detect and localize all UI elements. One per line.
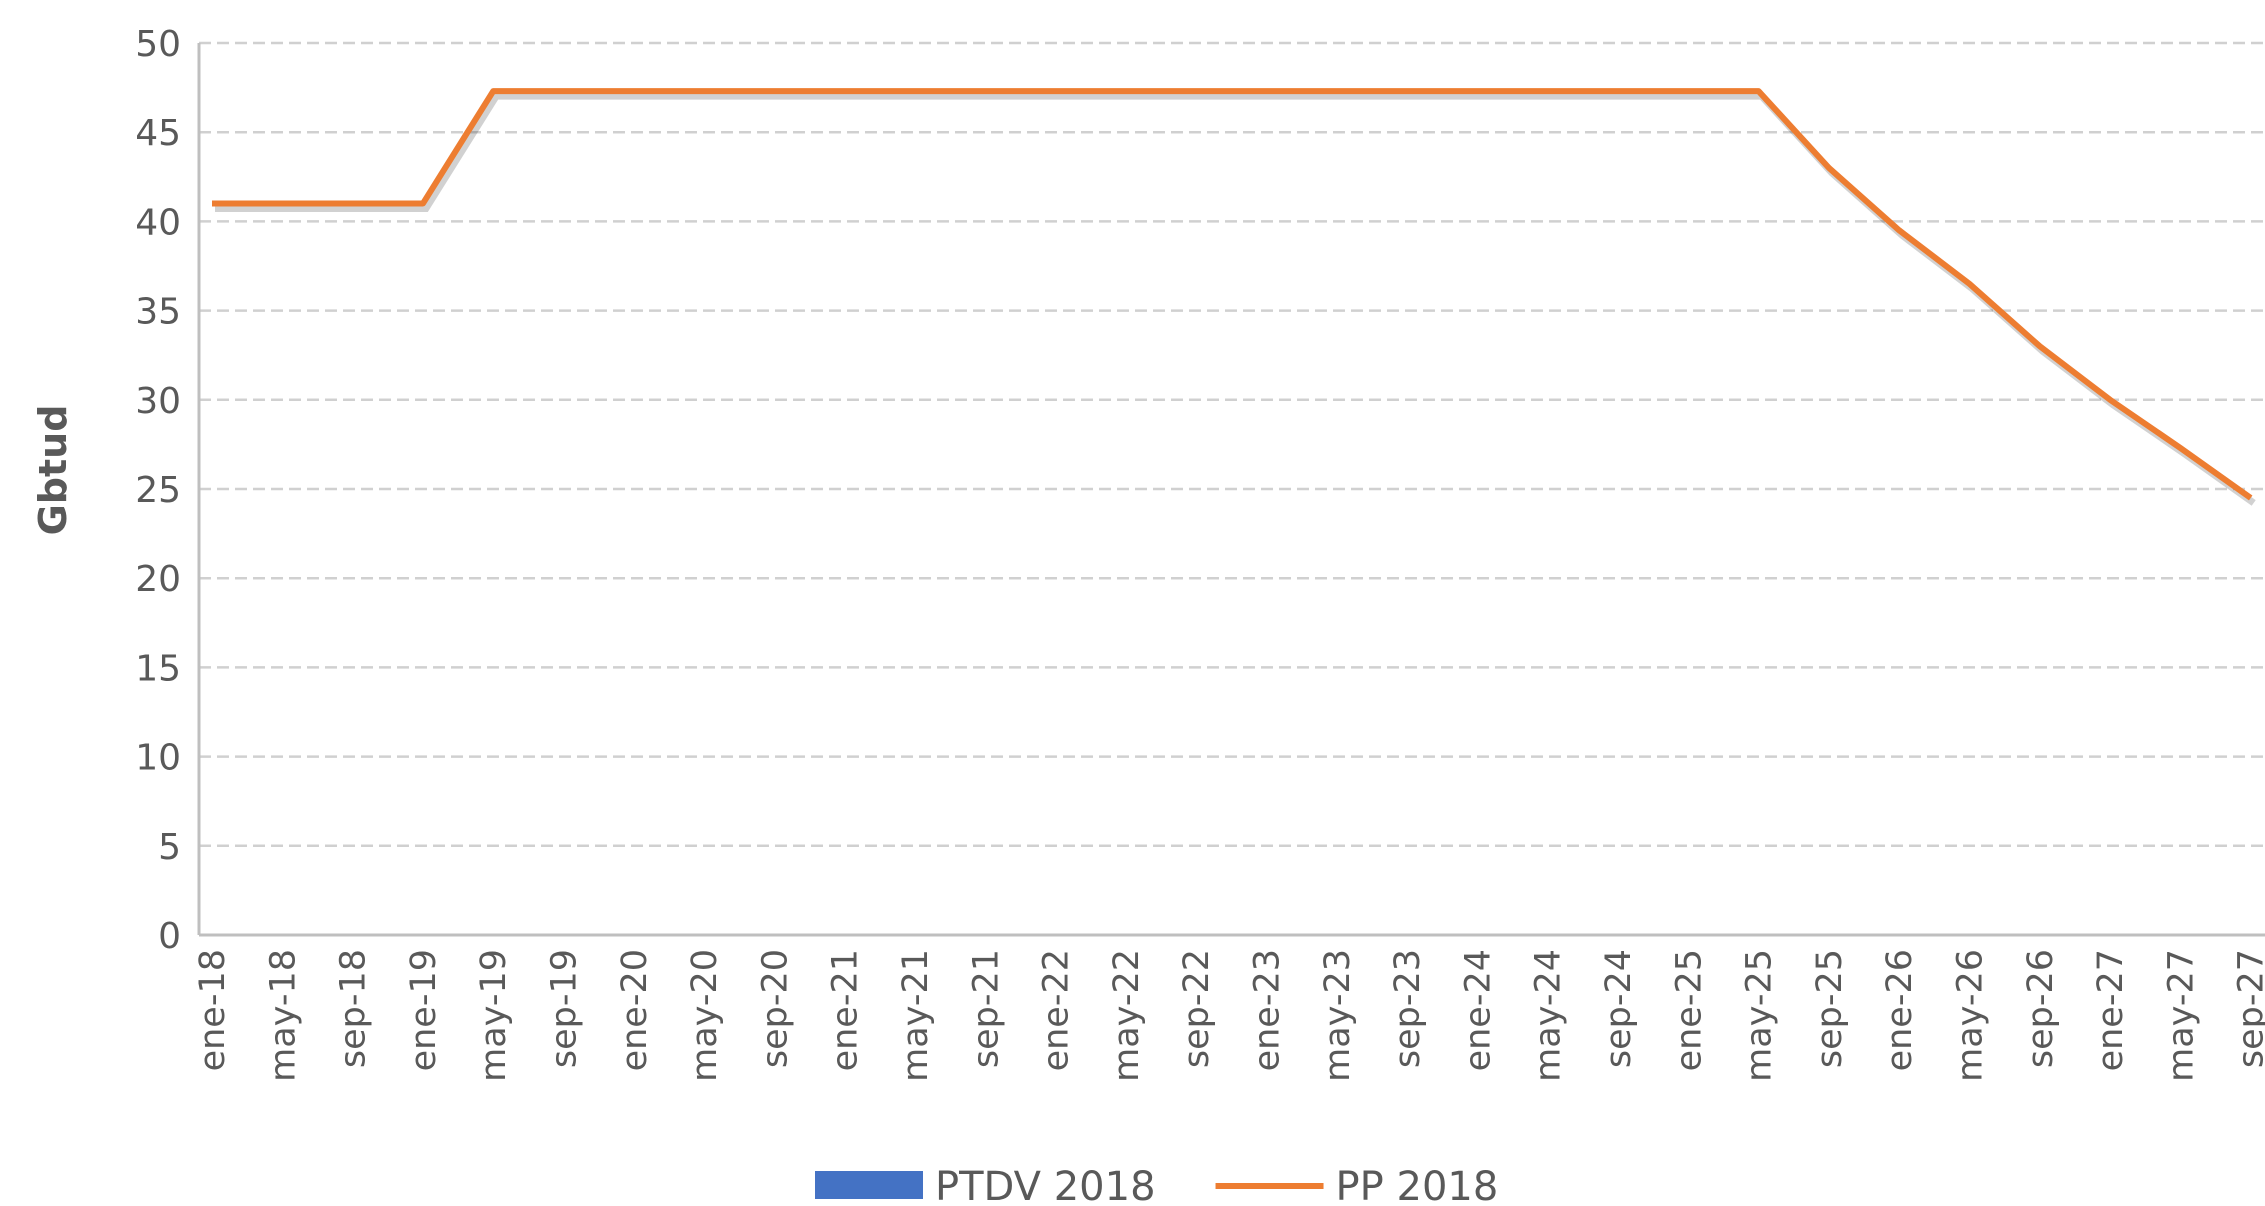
x-tick-label: sep-25 [1810,949,1850,1068]
y-tick-label: 35 [135,292,181,333]
x-tick-label: ene-19 [404,949,444,1071]
y-tick-label: 0 [158,916,181,957]
y-tick-label: 45 [135,113,181,154]
x-tick-label: ene-25 [1669,949,1709,1071]
line-shadow [215,92,2256,506]
x-tick-label: sep-21 [966,949,1006,1068]
x-tick-label: ene-22 [1037,949,1077,1071]
y-tick-label: 20 [135,559,181,600]
legend-swatch [815,1171,923,1199]
y-tick-label: 30 [135,381,181,422]
x-tick-label: sep-19 [545,949,585,1068]
y-tick-label: 10 [135,738,181,779]
x-tick-label: ene-26 [1880,949,1920,1071]
legend-label: PP 2018 [1336,1164,1499,1206]
x-tick-label: may-21 [896,949,936,1082]
y-tick-label: 15 [135,648,181,689]
x-tick-label: may-19 [474,949,514,1082]
x-tick-label: sep-23 [1388,949,1428,1068]
x-tick-label: sep-27 [2232,949,2265,1068]
x-tick-label: ene-21 [826,949,866,1071]
x-tick-label: may-18 [263,949,303,1082]
x-tick-label: ene-20 [615,949,655,1071]
y-tick-label: 40 [135,202,181,243]
x-tick-label: ene-18 [193,949,233,1071]
x-tick-label: may-25 [1740,949,1780,1082]
x-tick-label: sep-20 [755,949,795,1068]
x-tick-label: may-23 [1318,949,1358,1082]
line [212,88,2253,501]
y-tick-label: 25 [135,470,181,511]
x-tick-label: may-27 [2161,949,2201,1082]
x-tick-label: may-22 [1107,949,1147,1082]
x-tick-label: sep-26 [2021,949,2061,1068]
legend-label: PTDV 2018 [935,1164,1156,1206]
y-tick-label: 50 [135,24,181,65]
x-tick-label: ene-24 [1458,949,1498,1071]
x-tick-label: sep-24 [1599,949,1639,1068]
x-tick-label: sep-22 [1177,949,1217,1068]
x-tick-label: ene-27 [2091,949,2131,1071]
x-tick-label: may-20 [685,949,725,1082]
y-tick-label: 5 [158,827,181,868]
x-tick-label: ene-23 [1248,949,1288,1071]
x-tick-label: may-26 [1951,949,1991,1082]
x-tick-label: may-24 [1529,949,1569,1082]
y-axis-label: Gbtud [31,405,75,536]
x-tick-label: sep-18 [334,949,374,1068]
